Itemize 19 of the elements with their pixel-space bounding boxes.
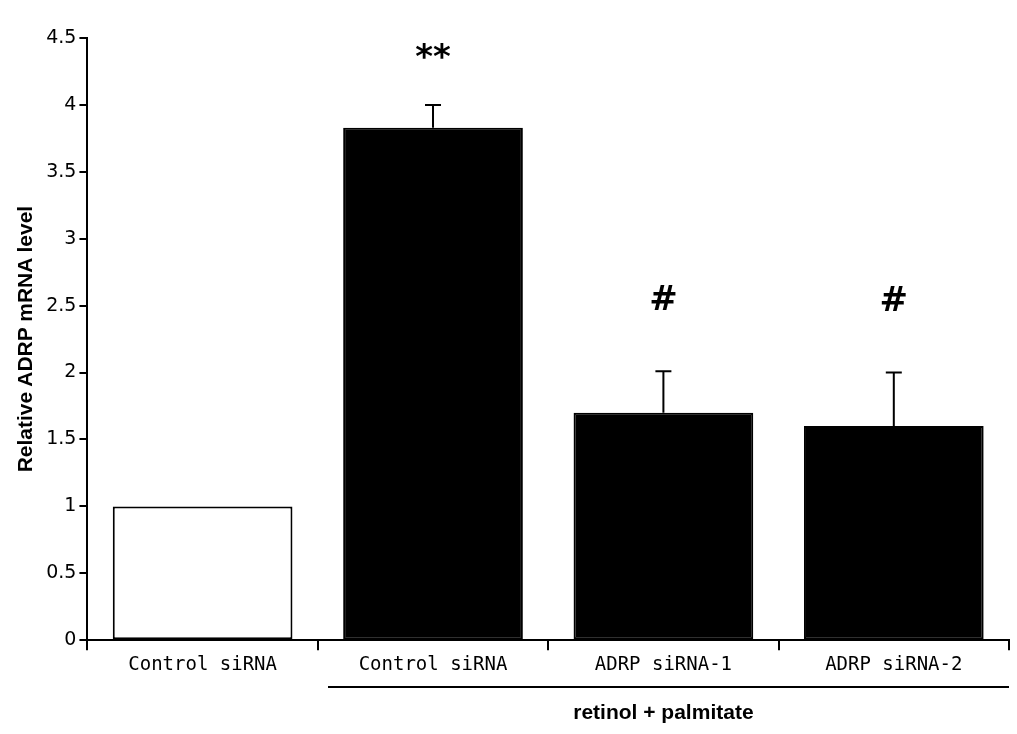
annotation: ** xyxy=(415,35,452,76)
x-tick-label: Control siRNA xyxy=(358,651,508,674)
text: retinol + palmitate xyxy=(573,699,754,723)
annotation: # xyxy=(649,278,678,319)
y-tick-label: 1 xyxy=(64,493,77,516)
y-tick-label: 1.5 xyxy=(46,426,77,449)
y-tick-label: 0 xyxy=(64,627,77,650)
y-tick-label: 4 xyxy=(64,91,77,114)
y-tick-label: 0.5 xyxy=(46,560,77,583)
y-tick-label: 2 xyxy=(64,359,77,382)
x-tick-label: Control siRNA xyxy=(128,651,278,674)
y-tick-label: 3 xyxy=(64,225,77,248)
x-tick-label: ADRP siRNA-2 xyxy=(825,651,963,674)
y-tick-label: 3.5 xyxy=(46,158,77,181)
annotation: # xyxy=(879,279,909,320)
y-axis-title: Relative ADRP mRNA level xyxy=(13,205,37,473)
y-tick-label: 4.5 xyxy=(46,24,77,47)
x-tick-label: ADRP siRNA-1 xyxy=(594,651,733,674)
y-tick-label: 2.5 xyxy=(46,292,77,315)
